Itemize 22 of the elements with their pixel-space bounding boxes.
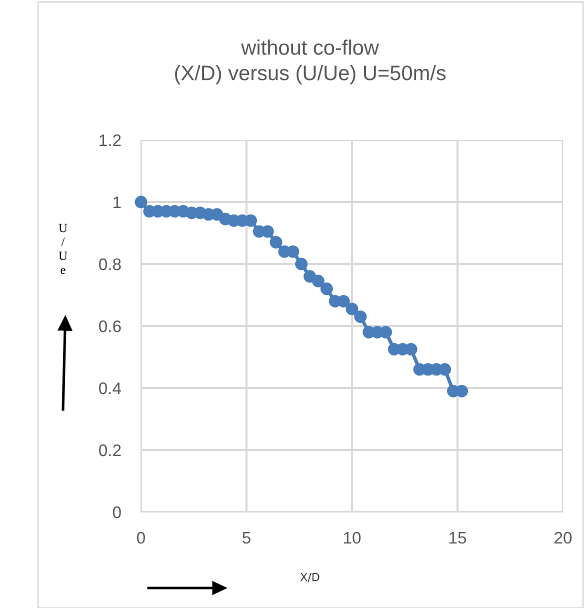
- y-axis-title: U/Ue: [58, 224, 68, 274]
- chart-title: without co-flow (X/D) versus (U/Ue) U=50m/s: [175, 40, 446, 84]
- point: [295, 258, 308, 270]
- y-tick-label: 0.4: [99, 382, 122, 394]
- point: [270, 236, 282, 249]
- x-tick-label: 5: [242, 532, 250, 544]
- x-tick-label: 15: [450, 532, 466, 544]
- y-tick-label: 0: [112, 506, 121, 518]
- x-tick-label: 0: [137, 532, 145, 544]
- x-axis-title: X/D: [300, 572, 320, 582]
- y-tick-label: 0.2: [99, 444, 121, 456]
- point: [354, 310, 367, 323]
- y-tick-label: 0.8: [99, 258, 121, 270]
- y-tick-label: 0.6: [99, 320, 121, 332]
- y-tick-label: 1.2: [100, 134, 121, 146]
- point: [346, 302, 358, 316]
- point: [320, 282, 333, 296]
- x-tick-label: 10: [344, 532, 361, 544]
- point: [312, 274, 324, 288]
- x-tick-label: 20: [554, 532, 572, 544]
- y-tick-label: 1: [114, 196, 121, 208]
- point: [134, 196, 148, 208]
